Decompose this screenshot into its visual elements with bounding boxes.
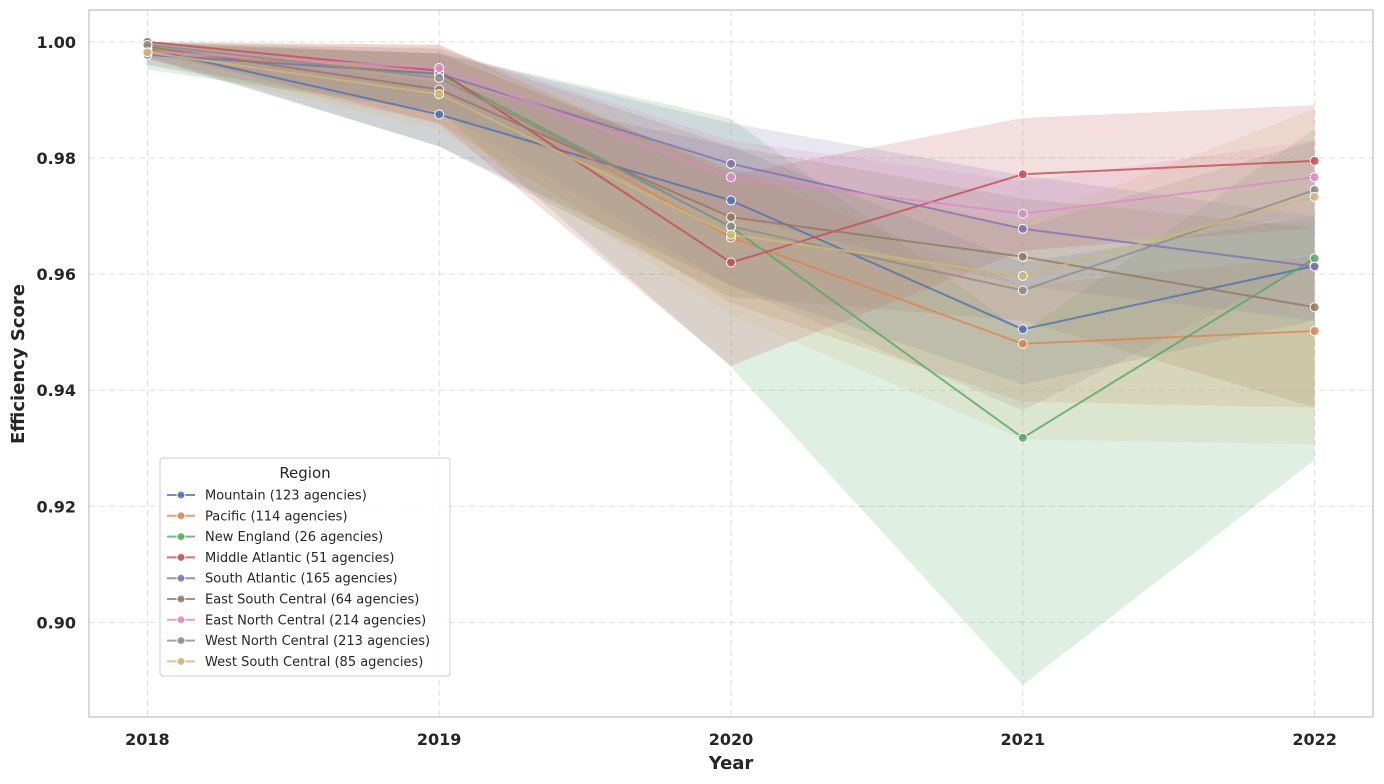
- data-point: [726, 257, 736, 268]
- legend-box: [159, 457, 451, 677]
- x-tick-label: 2018: [125, 730, 170, 749]
- data-point: [1017, 223, 1028, 234]
- legend-title: Region: [279, 464, 330, 482]
- data-point: [434, 89, 445, 100]
- legend-swatch-marker: [176, 656, 186, 666]
- y-tick-labels: 0.90 0.92 0.94 0.96 0.98 1.00: [37, 33, 76, 632]
- legend-swatch-marker: [176, 490, 186, 500]
- data-point: [1017, 432, 1028, 443]
- data-point: [1017, 251, 1028, 262]
- data-point: [434, 63, 445, 74]
- legend-label: Middle Atlantic (51 agencies): [205, 551, 394, 566]
- data-point: [726, 229, 736, 240]
- legend-label: East South Central (64 agencies): [205, 593, 419, 608]
- data-point: [726, 195, 736, 206]
- y-tick-label: 0.96: [37, 265, 76, 284]
- data-point: [1017, 270, 1028, 281]
- y-tick-label: 1.00: [37, 33, 76, 52]
- legend-label: Mountain (123 agencies): [205, 489, 367, 504]
- grid: [89, 10, 1373, 717]
- data-point: [1017, 324, 1028, 335]
- data-point: [434, 72, 445, 83]
- data-point: [1017, 338, 1028, 349]
- y-tick-label: 0.94: [37, 381, 76, 400]
- legend-items: Mountain (123 agencies) Pacific (114 agen…: [167, 489, 430, 670]
- x-tick-label: 2021: [1001, 730, 1046, 749]
- data-point: [726, 212, 736, 223]
- legend-swatch-marker: [176, 615, 186, 625]
- data-point: [1309, 191, 1320, 202]
- data-point: [1309, 325, 1320, 336]
- data-point: [142, 47, 153, 58]
- legend-label: New England (26 agencies): [205, 530, 383, 545]
- data-point: [1309, 172, 1320, 183]
- y-tick-label: 0.90: [37, 613, 76, 632]
- data-point: [1017, 285, 1028, 296]
- x-axis-label: Year: [708, 753, 754, 774]
- legend: Region Mountain (123 agencies) Pacific (1…: [159, 457, 451, 677]
- legend-swatch-marker: [176, 552, 186, 562]
- legend-label: West South Central (85 agencies): [205, 655, 423, 670]
- data-point: [1017, 208, 1028, 219]
- confidence-band: [147, 44, 1315, 251]
- plot-frame: [88, 9, 1374, 718]
- legend-swatch-marker: [176, 511, 186, 521]
- data-point: [726, 158, 736, 169]
- data-point: [434, 109, 445, 120]
- legend-label: East North Central (214 agencies): [205, 613, 426, 628]
- legend-swatch-marker: [176, 594, 186, 604]
- y-tick-label: 0.98: [37, 149, 76, 168]
- legend-swatch-marker: [176, 636, 186, 646]
- confidence-band: [147, 43, 1315, 686]
- data-point: [726, 172, 736, 183]
- data-point: [1309, 261, 1320, 272]
- x-tick-labels: 2018 2019 2020 2021 2022: [125, 730, 1337, 749]
- legend-label: Pacific (114 agencies): [205, 509, 348, 524]
- data-point: [1017, 169, 1028, 180]
- x-tick-label: 2019: [417, 730, 462, 749]
- data-point: [1309, 302, 1320, 313]
- legend-label: South Atlantic (165 agencies): [205, 572, 398, 587]
- series-markers: [142, 36, 1320, 443]
- legend-swatch-marker: [176, 532, 186, 542]
- y-tick-label: 0.92: [37, 497, 76, 516]
- y-axis-label: Efficiency Score: [8, 284, 29, 444]
- confidence-band: [147, 44, 1315, 321]
- x-tick-label: 2022: [1292, 730, 1337, 749]
- data-point: [1309, 155, 1320, 166]
- legend-swatch-marker: [176, 573, 186, 583]
- x-tick-label: 2020: [709, 730, 754, 749]
- legend-label: West North Central (213 agencies): [205, 634, 430, 649]
